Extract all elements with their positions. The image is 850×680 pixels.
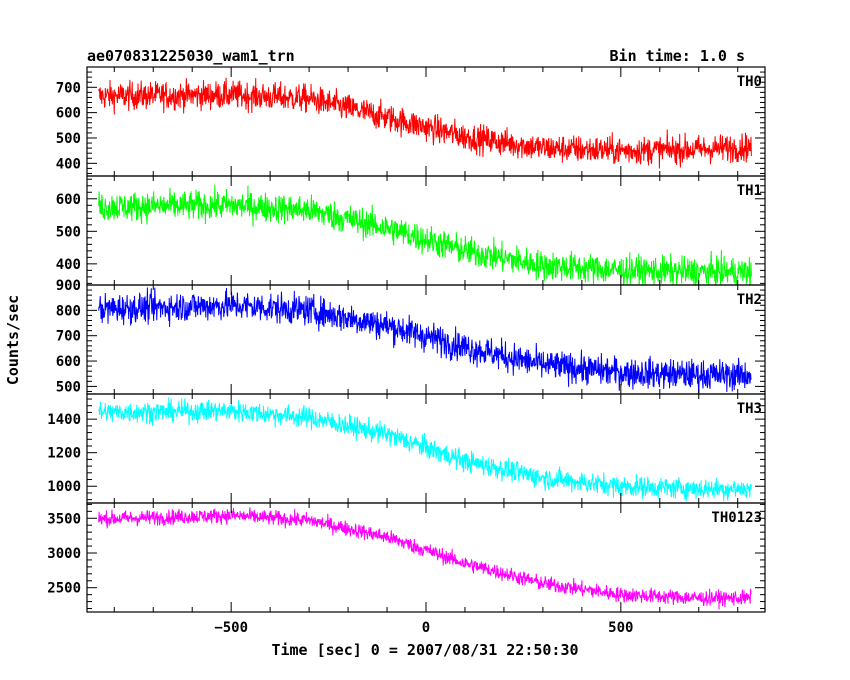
panel-label-th0: TH0 — [737, 74, 762, 90]
panel-label-th2: TH2 — [737, 292, 762, 308]
panel-label-th3: TH3 — [737, 401, 762, 417]
x-axis: −500 0 500 — [214, 620, 633, 636]
y-tick-label: 500 — [56, 131, 81, 147]
y-tick-label: 3000 — [47, 546, 81, 562]
x-tick-label: −500 — [214, 620, 248, 636]
bin-time-label: Bin time: 1.0 s — [610, 47, 745, 65]
panel-th0: 400 500 600 700 TH0 — [56, 66, 766, 177]
panel-th1: 400 500 600 TH1 — [56, 175, 766, 286]
y-axis-label: Counts/sec — [4, 295, 22, 385]
series-line-th0 — [98, 77, 752, 169]
y-tick-label: 800 — [56, 303, 81, 319]
series-line-th1 — [98, 184, 752, 285]
y-tick-label: 1000 — [47, 479, 81, 495]
y-tick-label: 900 — [56, 278, 81, 294]
panel-th0123: 2500 3000 3500 TH0123 — [47, 502, 766, 613]
panel-th2: 500 600 700 800 900 TH2 — [56, 278, 766, 395]
panels-group: 400 500 600 700 TH0 400 500 600 TH1 500 600 700 800 9… — [47, 66, 766, 613]
series-line-th2 — [98, 287, 752, 394]
panel-label-th1: TH1 — [737, 183, 762, 199]
y-tick-label: 1200 — [47, 446, 81, 462]
y-tick-label: 1400 — [47, 412, 81, 428]
y-tick-label: 400 — [56, 257, 81, 273]
y-tick-label: 700 — [56, 329, 81, 345]
y-tick-label: 500 — [56, 224, 81, 240]
y-tick-label: 600 — [56, 192, 81, 208]
x-tick-label: 0 — [422, 620, 430, 636]
x-tick-label: 500 — [608, 620, 633, 636]
y-tick-label: 600 — [56, 106, 81, 122]
panel-th3: 1000 1200 1400 TH3 — [47, 393, 766, 504]
y-tick-label: 3500 — [47, 511, 81, 527]
y-tick-label: 2500 — [47, 581, 81, 597]
y-tick-label: 400 — [56, 156, 81, 172]
y-tick-label: 700 — [56, 80, 81, 96]
series-line-th0123 — [98, 507, 752, 610]
series-line-th3 — [98, 397, 752, 502]
x-axis-label: Time [sec] 0 = 2007/08/31 22:50:30 — [271, 641, 578, 659]
panel-label-th0123: TH0123 — [711, 510, 762, 526]
chart-title: ae070831225030_wam1_trn — [87, 47, 295, 65]
y-tick-label: 600 — [56, 354, 81, 370]
y-tick-label: 500 — [56, 379, 81, 395]
